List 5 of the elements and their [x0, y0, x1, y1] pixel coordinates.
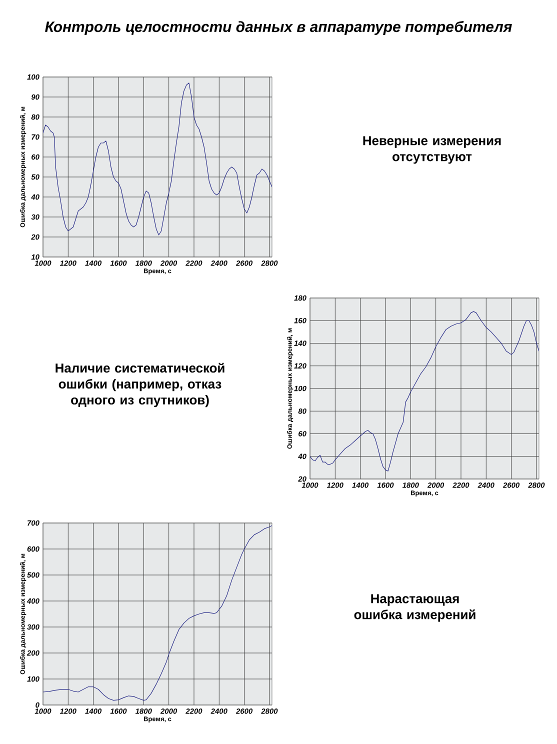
text: Наличие систематической ошибки (например, отказ одного из спутников): [56, 362, 224, 408]
chart-title: Контроль целостности данных в аппаратуре потребителя: [45, 20, 512, 36]
text: Нарастающая ошибка измерений: [354, 594, 476, 622]
text: Неверные измерения отсутствуют: [363, 136, 501, 164]
line-series: [43, 525, 272, 701]
